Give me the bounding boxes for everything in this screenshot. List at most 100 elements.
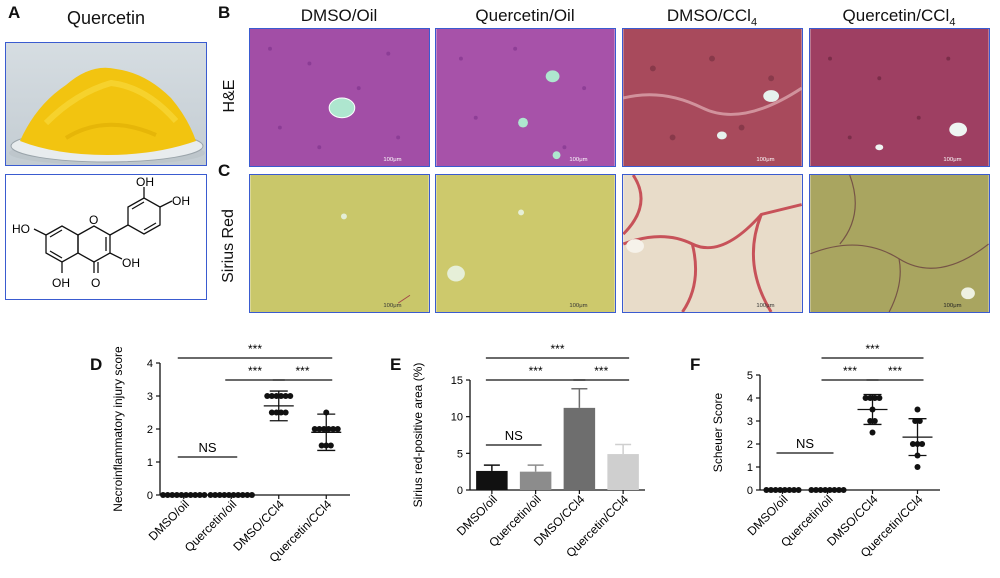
panel-label-d: D [90, 355, 103, 374]
data-point [201, 492, 208, 498]
scale-bar-label: 100μm [383, 157, 401, 163]
data-point [840, 487, 847, 493]
y-tick-label: 1 [747, 462, 753, 474]
atom-oh-3: OH [122, 256, 140, 270]
data-point [914, 464, 921, 470]
y-tick-label: 0 [457, 485, 463, 497]
data-point [867, 418, 874, 424]
y-tick-label: 0 [147, 490, 153, 502]
y-tick-label: 2 [747, 439, 753, 451]
data-point [268, 409, 275, 416]
panel-label-c: C [218, 161, 231, 180]
y-tick-label: 2 [147, 424, 153, 436]
significance-label: *** [248, 342, 262, 356]
atom-ho: HO [12, 222, 30, 236]
data-point [914, 406, 921, 413]
atom-oh-1: OH [136, 175, 154, 189]
y-tick-label: 15 [451, 375, 463, 387]
sirius-quercetin-oil-image: 100μm [435, 174, 616, 313]
y-tick-label: 5 [747, 370, 753, 382]
data-point [916, 418, 923, 424]
svg-text:100μm: 100μm [756, 157, 774, 163]
he-dmso-oil-image: 100μm [249, 28, 430, 167]
svg-text:100μm: 100μm [943, 157, 961, 163]
significance-label: *** [843, 364, 857, 378]
atom-o-keto: O [91, 276, 100, 290]
quercetin-title: Quercetin [66, 8, 146, 28]
x-tick-label: DMSO/oil [146, 497, 192, 543]
data-point [334, 426, 341, 432]
data-point [862, 395, 869, 401]
data-point [244, 492, 251, 498]
y-tick-label: 5 [457, 448, 463, 460]
data-point [196, 492, 203, 498]
chart-e: 0 5 10 15 Sirius red-positive area (%) DMSO/o… [400, 335, 670, 573]
column-title-dmso-oil: DMSO/Oil [300, 6, 378, 25]
significance-label: NS [796, 436, 814, 451]
data-point [808, 487, 815, 493]
data-point [160, 492, 167, 498]
data-point [871, 395, 878, 401]
data-point [763, 487, 770, 493]
significance-label: *** [529, 364, 543, 378]
row-label-sirius-red: Sirius Red [220, 209, 237, 283]
y-tick-label: 4 [747, 393, 753, 405]
data-point [268, 393, 275, 399]
data-point [282, 409, 289, 416]
data-point [325, 426, 332, 432]
data-point [287, 393, 294, 399]
chart-e-svg: 0 5 10 15 Sirius red-positive area (%) DMSO/o… [411, 342, 645, 560]
significance-label: *** [888, 364, 902, 378]
x-tick-label: DMSO/oil [744, 492, 790, 538]
panel-label-f: F [690, 355, 701, 374]
sirius-quercetin-ccl4-image: 100μm [809, 174, 990, 313]
significance-label: *** [550, 342, 564, 356]
data-point [909, 441, 916, 447]
significance-label: *** [594, 364, 608, 378]
chart-d: 0 1 2 3 4 Necroinflammatory injury score DMSO/… [100, 335, 370, 573]
data-point [282, 393, 289, 399]
svg-text:100μm: 100μm [943, 303, 961, 309]
data-point [876, 395, 883, 401]
data-point [795, 487, 802, 493]
row-label-he: H&E [221, 79, 238, 113]
svg-text:100μm: 100μm [569, 303, 587, 309]
bar [476, 470, 508, 490]
data-point [164, 492, 171, 498]
svg-text:100μm: 100μm [383, 303, 401, 309]
chart-d-svg: 0 1 2 3 4 Necroinflammatory injury score DMSO/… [111, 342, 350, 565]
svg-text:100μm: 100μm [756, 303, 774, 309]
data-point [278, 393, 285, 399]
y-axis-label: Sirius red-positive area (%) [411, 363, 425, 508]
quercetin-structure: OH OH HO O OH OH O [5, 174, 207, 300]
data-point [264, 393, 271, 399]
significance-label: *** [248, 364, 262, 378]
he-quercetin-ccl4-image: 100μm [809, 28, 990, 167]
data-point [871, 418, 878, 424]
quercetin-powder-photo [5, 42, 207, 166]
data-point [318, 442, 325, 449]
data-point [330, 426, 337, 432]
y-tick-label: 0 [747, 485, 753, 497]
x-tick-label: DMSO/oil [454, 492, 500, 538]
data-point [316, 426, 323, 432]
atom-o-ring: O [89, 213, 98, 227]
data-point [212, 492, 219, 498]
column-title-quercetin-ccl4: Quercetin/CCl4 [842, 6, 956, 29]
panel-label-b: B [218, 3, 231, 22]
y-tick-label: 3 [147, 391, 153, 403]
significance-label: NS [198, 440, 216, 455]
bar [607, 454, 639, 490]
data-point [327, 442, 334, 449]
sirius-dmso-oil-image: 100μm [249, 174, 430, 313]
data-point [869, 429, 876, 436]
column-title-dmso-ccl4: DMSO/CCl4 [666, 6, 758, 29]
y-tick-label: 10 [451, 412, 463, 424]
data-point [867, 395, 874, 401]
data-point [320, 426, 327, 432]
atom-oh-4: OH [52, 276, 70, 290]
data-point [273, 409, 280, 416]
significance-label: NS [505, 428, 523, 443]
significance-label: *** [865, 342, 879, 356]
